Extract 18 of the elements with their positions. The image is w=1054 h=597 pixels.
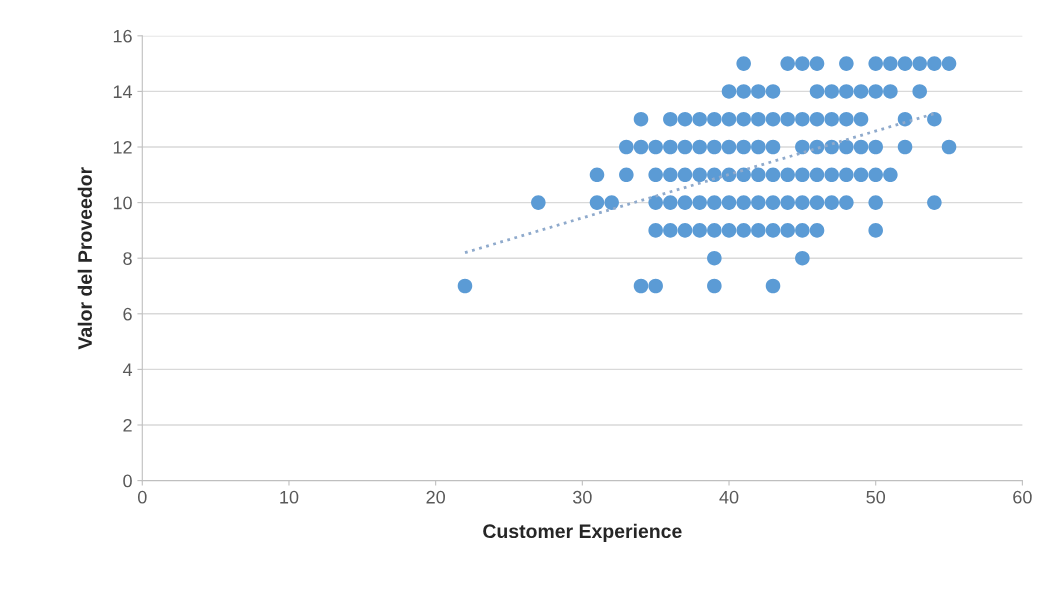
y-tick-label: 10 — [113, 196, 132, 210]
y-tick-label: 12 — [113, 140, 132, 154]
x-tick-label: 20 — [426, 490, 445, 504]
y-tick-label: 8 — [123, 252, 132, 265]
x-tick-label: 60 — [1013, 490, 1032, 504]
x-tick-label: 40 — [719, 490, 739, 504]
y-axis-title: Valor del Proveedor — [77, 167, 92, 350]
x-axis-title: Customer Experience — [483, 523, 682, 542]
y-tick-label: 2 — [123, 418, 132, 432]
y-tick-label: 16 — [113, 29, 132, 43]
y-tick-label: 4 — [122, 363, 133, 376]
y-tick-label: 0 — [123, 474, 132, 488]
x-tick-label: 50 — [866, 490, 886, 504]
y-tick-label: 14 — [113, 85, 133, 98]
y-tick-label: 6 — [123, 307, 132, 321]
x-tick-label: 10 — [280, 490, 299, 504]
x-tick-label: 0 — [137, 490, 147, 504]
x-tick-label: 30 — [572, 490, 592, 504]
